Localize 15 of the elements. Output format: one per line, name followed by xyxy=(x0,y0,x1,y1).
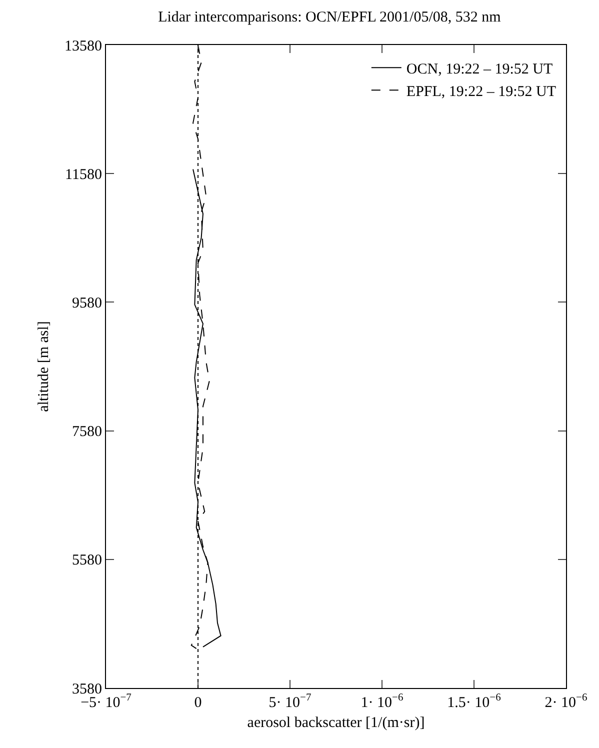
chart-title: Lidar intercomparisons: OCN/EPFL 2001/05/08, 532 nm xyxy=(158,10,502,26)
y-tick-label: 5580 xyxy=(72,552,102,569)
y-axis-title: altitude [m asl] xyxy=(36,321,52,412)
y-tick-label: 7580 xyxy=(72,424,102,440)
y-tick-label: 9580 xyxy=(72,295,102,312)
x-axis-title: aerosol backscatter [1/(m·sr)] xyxy=(247,715,425,731)
legend-label: OCN, 19:22 – 19:52 UT xyxy=(406,62,553,78)
y-tick-label: 11580 xyxy=(65,166,102,183)
x-tick-label: 1.5· 10$^{−6}$ xyxy=(447,692,501,711)
x-tick-label: 0 xyxy=(194,695,202,711)
y-tick-label: 13580 xyxy=(64,38,102,54)
x-tick-label: 2· 10$^{−6}$ xyxy=(544,692,588,711)
legend-label: EPFL, 19:22 – 19:52 UT xyxy=(406,84,556,100)
x-tick-label: 1· 10$^{−6}$ xyxy=(360,692,404,711)
x-tick-label: 5· 10$^{−7}$ xyxy=(268,692,312,711)
